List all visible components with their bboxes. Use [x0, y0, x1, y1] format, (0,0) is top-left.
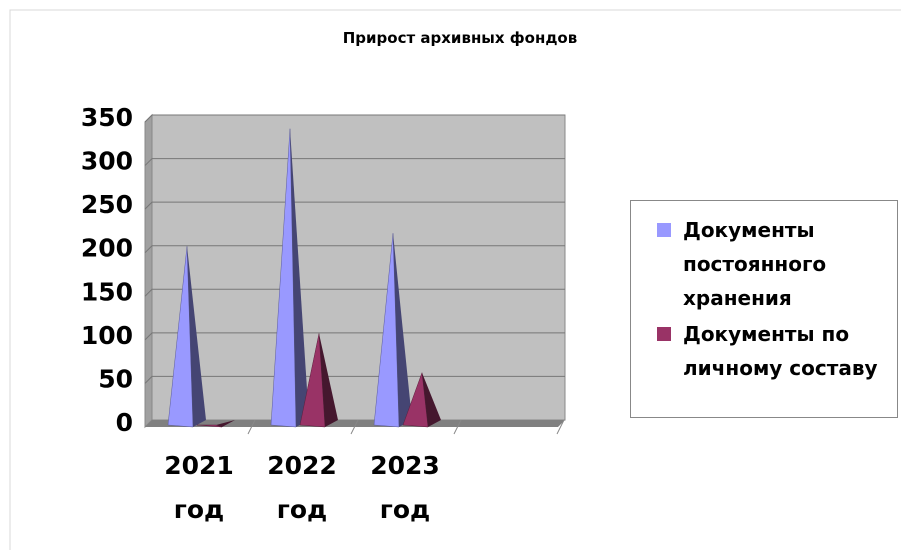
legend-item: Документы по личному составу [657, 317, 891, 385]
grid-line [144, 332, 565, 341]
pyramid [167, 246, 206, 428]
pyramid [402, 372, 441, 428]
x-tick-label: 2023 год [370, 451, 440, 524]
legend-item: Документы постоянного хранения [657, 213, 891, 315]
legend-swatch [657, 327, 671, 341]
grid-line [144, 375, 565, 384]
grid-line [144, 201, 565, 210]
grid-line [144, 114, 565, 123]
chart-title: Прирост архивных фондов [343, 29, 577, 47]
category-divider [350, 419, 359, 435]
y-tick-label: 50 [98, 364, 133, 393]
legend-swatch [657, 223, 671, 237]
category-divider [556, 419, 565, 435]
y-tick-label: 200 [81, 234, 133, 263]
pyramid-front [167, 246, 194, 428]
grid-line [144, 158, 565, 166]
pyramid [373, 233, 412, 428]
x-tick-label: 2021 год [164, 451, 234, 524]
grid-line [144, 245, 565, 254]
pyramid-side [187, 246, 206, 427]
pyramid-side [319, 333, 338, 427]
grid-line [144, 288, 565, 297]
pyramid-side [216, 420, 235, 427]
x-tick-label: 2022 год [267, 451, 337, 524]
y-tick-label: 250 [81, 190, 133, 219]
y-tick-label: 0 [116, 408, 133, 437]
pyramid [270, 128, 309, 428]
back-wall [151, 114, 566, 421]
legend-label: Документы постоянного хранения [683, 218, 827, 310]
y-tick-label: 150 [81, 277, 133, 306]
y-tick-label: 100 [81, 321, 133, 350]
category-divider [247, 419, 256, 435]
legend: Документы постоянного хранения Документы … [630, 200, 898, 418]
y-tick-label: 350 [81, 103, 133, 132]
pyramid [299, 333, 338, 428]
pyramid [196, 420, 235, 428]
y-tick-label: 300 [81, 147, 133, 176]
frame [9, 9, 901, 550]
legend-label: Документы по личному составу [683, 322, 878, 380]
category-divider [453, 419, 462, 435]
pyramid-side [393, 233, 412, 427]
pyramid-side [290, 128, 309, 427]
pyramid-side [422, 372, 441, 427]
